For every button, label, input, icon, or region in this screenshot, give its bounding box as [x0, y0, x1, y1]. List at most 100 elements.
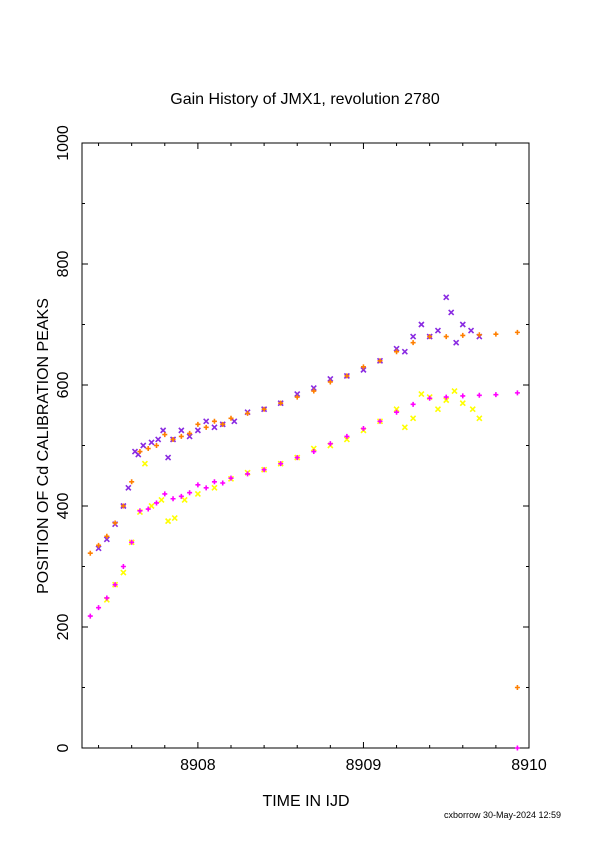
data-point-s2-25: [360, 364, 366, 370]
data-point-s0-30: [401, 348, 408, 355]
data-point-s2-3: [112, 520, 118, 526]
data-point-s3-7: [145, 506, 151, 512]
data-point-s1-26: [418, 391, 425, 398]
data-point-s0-34: [434, 327, 442, 334]
data-point-s2-11: [178, 433, 184, 439]
data-point-s2-5: [129, 479, 135, 485]
data-point-s3-16: [220, 480, 226, 486]
x-tick-label: 8909: [346, 757, 382, 774]
data-point-s2-16: [220, 421, 226, 427]
data-point-s0-16: [203, 418, 210, 425]
data-point-s3-26: [377, 418, 383, 424]
y-tick-label: 400: [55, 493, 72, 520]
data-point-s1-20: [343, 436, 350, 443]
data-point-s2-6: [137, 449, 143, 455]
data-point-s0-11: [165, 454, 172, 461]
data-point-s2-14: [203, 424, 209, 430]
data-point-s2-28: [410, 340, 416, 346]
data-point-s1-12: [211, 484, 218, 491]
data-point-s3-35: [514, 745, 520, 751]
data-point-s2-8: [154, 443, 159, 448]
data-point-s1-8: [165, 518, 172, 525]
data-point-s2-32: [476, 332, 482, 338]
x-tick-label: 8908: [180, 757, 216, 774]
data-point-s1-25: [410, 415, 417, 422]
data-point-s3-5: [129, 539, 135, 545]
data-point-s1-9: [171, 515, 178, 522]
data-point-s0-24: [310, 384, 317, 392]
data-point-s0-0: [95, 545, 102, 552]
data-point-s0-32: [418, 321, 425, 328]
data-point-s2-35: [514, 685, 520, 690]
data-point-s0-36: [448, 309, 455, 316]
y-tick-label: 800: [55, 251, 72, 278]
data-point-s3-6: [137, 508, 143, 514]
data-point-s3-4: [120, 564, 126, 569]
data-point-s2-0: [87, 550, 93, 556]
data-point-s0-7: [140, 442, 147, 449]
data-point-s3-12: [187, 490, 193, 496]
data-points: [87, 294, 520, 751]
data-point-s0-10: [160, 427, 167, 434]
data-point-s2-19: [261, 406, 267, 412]
data-point-s2-26: [377, 358, 383, 364]
data-point-s3-25: [360, 426, 366, 432]
data-point-s1-24: [401, 424, 408, 431]
data-point-s0-23: [294, 391, 301, 398]
data-point-s1-30: [451, 387, 458, 395]
data-point-s2-29: [427, 334, 433, 340]
data-point-s2-1: [96, 542, 102, 548]
data-point-s2-10: [170, 436, 176, 442]
data-point-s1-18: [310, 445, 317, 452]
data-point-s2-24: [344, 373, 350, 379]
y-axis-ticks: 0 200 400 600 800 1000: [55, 125, 529, 752]
data-point-s0-9: [155, 436, 162, 443]
data-point-s0-39: [467, 327, 475, 334]
data-point-s0-8: [148, 439, 155, 446]
data-point-s3-18: [245, 471, 251, 477]
data-point-s2-17: [228, 415, 234, 421]
data-point-s3-9: [162, 491, 168, 497]
data-point-s3-21: [294, 455, 300, 461]
x-axis-ticks: 8908 8909 8910: [98, 143, 547, 774]
data-point-s3-22: [311, 449, 317, 455]
data-point-s3-15: [211, 479, 217, 485]
y-tick-label: 200: [55, 614, 72, 641]
data-point-s3-1: [96, 605, 102, 611]
y-tick-label: 600: [55, 372, 72, 399]
data-point-s3-27: [394, 409, 400, 415]
data-point-s2-33: [493, 331, 499, 337]
data-point-s0-14: [186, 433, 193, 440]
data-point-s0-29: [393, 345, 400, 352]
data-point-s1-5: [141, 460, 148, 467]
data-point-s2-12: [187, 430, 193, 436]
data-point-s1-7: [158, 496, 165, 504]
data-point-s3-0: [87, 613, 93, 619]
data-point-s1-33: [476, 415, 483, 422]
data-point-s0-27: [360, 366, 367, 373]
data-point-s2-7: [145, 446, 151, 452]
data-point-s2-20: [278, 400, 284, 406]
data-point-s3-8: [154, 500, 159, 506]
data-point-s2-4: [120, 503, 126, 509]
data-point-s1-6: [148, 502, 155, 510]
x-axis-label: TIME IN IJD: [262, 793, 349, 810]
data-point-s2-27: [394, 349, 400, 355]
x-tick-label: 8910: [511, 757, 547, 774]
data-point-s3-33: [493, 392, 499, 398]
data-point-s3-13: [195, 482, 201, 488]
data-point-s1-10: [181, 496, 188, 504]
chart-title: Gain History of JMX1, revolution 2780: [170, 91, 440, 108]
data-point-s1-11: [194, 490, 201, 497]
data-point-s0-38: [459, 321, 466, 328]
y-axis-label: POSITION OF Cd CALIBRATION PEAKS: [35, 298, 52, 594]
data-point-s3-14: [203, 485, 209, 491]
data-point-s0-25: [327, 375, 334, 383]
data-point-s2-22: [311, 388, 317, 394]
data-point-s3-20: [278, 461, 284, 467]
data-point-s2-21: [294, 394, 300, 400]
data-point-s0-17: [211, 424, 218, 431]
data-point-s3-23: [327, 441, 333, 447]
data-point-s2-34: [514, 329, 520, 335]
